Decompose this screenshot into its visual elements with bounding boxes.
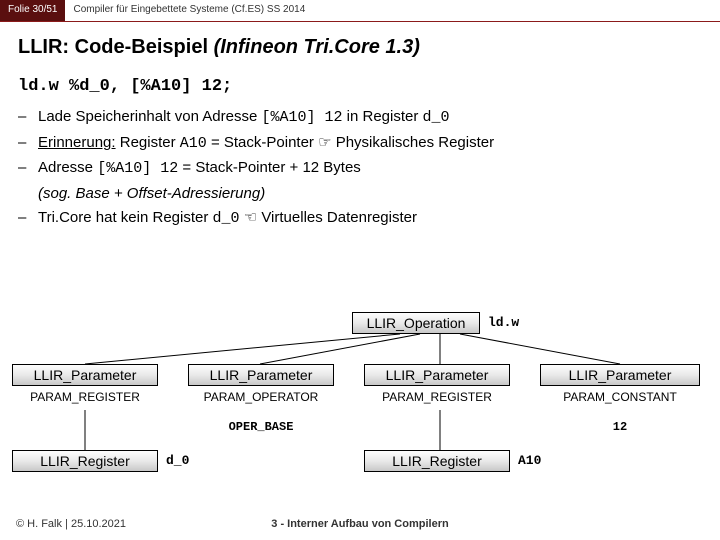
- footer-chapter: 3 - Interner Aufbau von Compilern: [0, 518, 720, 530]
- param1-sub: PARAM_REGISTER: [12, 390, 158, 404]
- b3-mono: [%A10] 12: [97, 160, 178, 177]
- b1-pre: Lade Speicherinhalt von Adresse: [38, 108, 261, 125]
- register2-label: A10: [518, 453, 541, 468]
- param2-sub: PARAM_OPERATOR: [188, 390, 334, 404]
- b1-mono: [%A10] 12: [261, 109, 342, 126]
- oper-base-label: OPER_BASE: [188, 420, 334, 434]
- bullet-2: – Erinnerung: Register A10 = Stack-Point…: [18, 132, 702, 156]
- param-box-2: LLIR_Parameter: [188, 364, 334, 386]
- b4a: Tri.Core hat kein Register: [38, 209, 213, 226]
- b4b: Virtuelles Datenregister: [261, 209, 417, 226]
- bullet-4: – Tri.Core hat kein Register d_0 ☜ Virtu…: [18, 207, 702, 231]
- b2-under: Erinnerung:: [38, 134, 116, 151]
- b1-mid: in Register: [343, 108, 423, 125]
- param3-sub: PARAM_REGISTER: [364, 390, 510, 404]
- bullet-1: – Lade Speicherinhalt von Adresse [%A10]…: [18, 106, 702, 130]
- param4-sub: PARAM_CONSTANT: [540, 390, 700, 404]
- b2a: Register: [116, 134, 180, 151]
- const12-label: 12: [540, 420, 700, 434]
- slide-number: Folie 30/51: [0, 0, 65, 21]
- b2b: = Stack-Pointer: [207, 134, 318, 151]
- operation-label: ld.w: [488, 315, 519, 330]
- bullet-dash: –: [18, 106, 38, 130]
- bullet-dash: –: [18, 207, 38, 231]
- title-italic: (Infineon Tri.Core 1.3): [214, 36, 420, 58]
- b3b: = Stack-Pointer + 12 Bytes: [178, 159, 361, 176]
- bullet-list: – Lade Speicherinhalt von Adresse [%A10]…: [0, 106, 720, 231]
- param-box-4: LLIR_Parameter: [540, 364, 700, 386]
- code-example: ld.w %d_0, [%A10] 12;: [0, 69, 720, 106]
- pointer-right-icon: ☞: [318, 134, 331, 151]
- header-bar: Folie 30/51 Compiler für Eingebettete Sy…: [0, 0, 720, 22]
- page-title: LLIR: Code-Beispiel (Infineon Tri.Core 1…: [0, 22, 720, 69]
- title-prefix: LLIR: Code-Beispiel: [18, 36, 214, 58]
- param-box-1: LLIR_Parameter: [12, 364, 158, 386]
- b1-mono2: d_0: [423, 109, 450, 126]
- bullet-3: – Adresse [%A10] 12 = Stack-Pointer + 12…: [18, 157, 702, 181]
- b2c: Physikalisches Register: [332, 134, 495, 151]
- bullet-3-sub: (sog. Base + Offset-Adressierung): [18, 183, 702, 206]
- operation-box: LLIR_Operation: [352, 312, 480, 334]
- register1-label: d_0: [166, 453, 189, 468]
- bullet-dash: –: [18, 157, 38, 181]
- diagram: LLIR_Operation ld.w LLIR_Parameter LLIR_…: [0, 312, 720, 502]
- register-box-1: LLIR_Register: [12, 450, 158, 472]
- register-box-2: LLIR_Register: [364, 450, 510, 472]
- bullet-dash: –: [18, 132, 38, 156]
- pointer-left-icon: ☜: [240, 209, 262, 226]
- b3a: Adresse: [38, 159, 97, 176]
- b3-italic: (sog. Base + Offset-Adressierung): [38, 183, 265, 206]
- diagram-connectors: [0, 312, 720, 502]
- course-title: Compiler für Eingebettete Systeme (Cf.ES…: [65, 0, 720, 21]
- b2-mono: A10: [180, 135, 207, 152]
- b4-mono: d_0: [213, 210, 240, 227]
- param-box-3: LLIR_Parameter: [364, 364, 510, 386]
